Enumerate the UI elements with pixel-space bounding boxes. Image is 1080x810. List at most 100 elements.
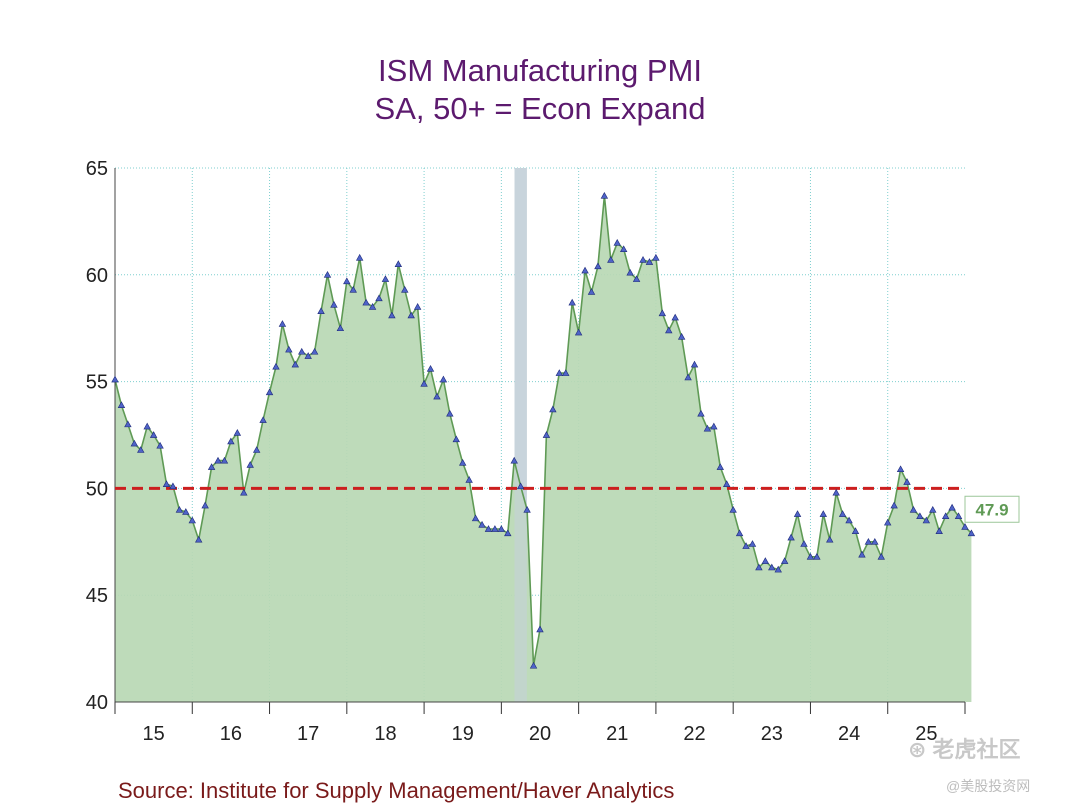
data-point-69: [555, 369, 564, 376]
data-point-122: [896, 465, 905, 473]
data-point-130: [948, 503, 956, 511]
data-point-112: [832, 488, 840, 496]
data-point-62: [510, 456, 518, 464]
data-point-86: [665, 326, 673, 334]
data-point-63: [516, 482, 525, 490]
data-point-10: [175, 505, 184, 513]
data-point-36: [343, 277, 351, 285]
y-tick-label-40: 40: [86, 692, 108, 714]
data-point-125: [916, 512, 924, 520]
data-point-13: [194, 535, 203, 543]
data-point-35: [336, 324, 345, 332]
data-point-0: [111, 375, 119, 383]
data-point-23: [259, 416, 267, 423]
data-point-114: [845, 516, 853, 524]
data-point-113: [838, 510, 847, 517]
watermark-logo: ⊛ 老虎社区: [908, 737, 1021, 762]
data-point-34: [330, 300, 338, 308]
x-tick-label-25: 25: [915, 723, 937, 745]
data-point-5: [143, 422, 151, 430]
data-point-109: [813, 552, 821, 560]
data-point-79: [619, 245, 628, 253]
data-point-64: [523, 505, 531, 513]
data-point-39: [362, 298, 370, 306]
data-point-24: [265, 388, 274, 396]
data-point-75: [594, 262, 602, 270]
data-point-11: [182, 508, 190, 515]
data-point-60: [497, 525, 506, 532]
data-point-73: [581, 266, 589, 274]
data-point-91: [697, 409, 705, 417]
y-tick-label-55: 55: [86, 372, 108, 394]
data-point-99: [748, 540, 757, 547]
data-point-94: [716, 463, 724, 470]
data-point-53: [452, 435, 460, 443]
data-point-45: [401, 285, 409, 293]
data-point-87: [671, 313, 679, 321]
data-point-17: [220, 456, 229, 464]
data-point-98: [742, 542, 750, 549]
data-point-76: [600, 191, 609, 199]
data-point-116: [858, 550, 866, 558]
x-tick-label-15: 15: [143, 723, 165, 745]
x-tick-label-20: 20: [529, 723, 551, 745]
data-point-119: [877, 552, 885, 560]
data-point-95: [723, 480, 731, 487]
data-point-26: [278, 320, 287, 327]
data-point-96: [729, 505, 737, 513]
data-point-124: [909, 505, 918, 513]
data-point-9: [169, 482, 177, 490]
data-point-38: [355, 253, 364, 261]
chart-title: ISM Manufacturing PMI: [378, 53, 702, 88]
data-point-118: [871, 537, 879, 545]
data-point-12: [188, 516, 196, 524]
data-point-72: [574, 328, 583, 336]
data-point-71: [568, 298, 576, 306]
data-point-128: [935, 527, 943, 534]
data-point-70: [562, 369, 570, 376]
data-point-85: [658, 309, 667, 317]
data-point-66: [536, 625, 544, 633]
data-point-127: [929, 505, 937, 513]
y-tick-label-50: 50: [86, 478, 108, 500]
data-point-15: [207, 463, 216, 470]
data-point-42: [381, 275, 390, 282]
data-point-78: [613, 238, 621, 246]
data-point-83: [645, 258, 654, 265]
data-point-55: [465, 476, 473, 483]
data-point-51: [439, 375, 448, 383]
data-point-22: [252, 446, 261, 453]
data-point-106: [793, 510, 802, 517]
data-point-121: [890, 501, 898, 509]
y-tick-label-65: 65: [86, 158, 108, 180]
data-point-49: [426, 364, 435, 372]
data-point-107: [800, 540, 808, 547]
chart-subtitle: SA, 50+ = Econ Expand: [374, 91, 706, 126]
data-point-14: [201, 501, 209, 509]
data-point-93: [710, 422, 718, 430]
pmi-area: [115, 195, 972, 703]
data-point-111: [826, 535, 834, 543]
data-point-29: [298, 347, 306, 355]
watermark-subtext: @美股投资网: [946, 778, 1031, 794]
data-point-33: [323, 270, 332, 278]
x-tick-label-19: 19: [452, 723, 474, 745]
data-point-2: [124, 420, 132, 428]
data-point-46: [407, 311, 415, 319]
data-point-110: [819, 510, 828, 517]
data-point-27: [285, 345, 293, 353]
data-point-102: [768, 563, 776, 571]
data-point-131: [954, 512, 963, 520]
data-point-18: [227, 437, 235, 445]
data-point-81: [632, 275, 641, 282]
data-point-54: [459, 458, 467, 466]
data-point-47: [413, 303, 422, 310]
source-note: Source: Institute for Supply Management/…: [118, 778, 675, 803]
data-point-28: [291, 360, 300, 368]
data-point-90: [690, 360, 699, 368]
data-point-3: [130, 439, 139, 447]
y-tick-label-60: 60: [86, 265, 108, 287]
data-point-58: [484, 525, 493, 532]
data-point-61: [504, 529, 512, 537]
x-tick-label-24: 24: [838, 723, 860, 745]
